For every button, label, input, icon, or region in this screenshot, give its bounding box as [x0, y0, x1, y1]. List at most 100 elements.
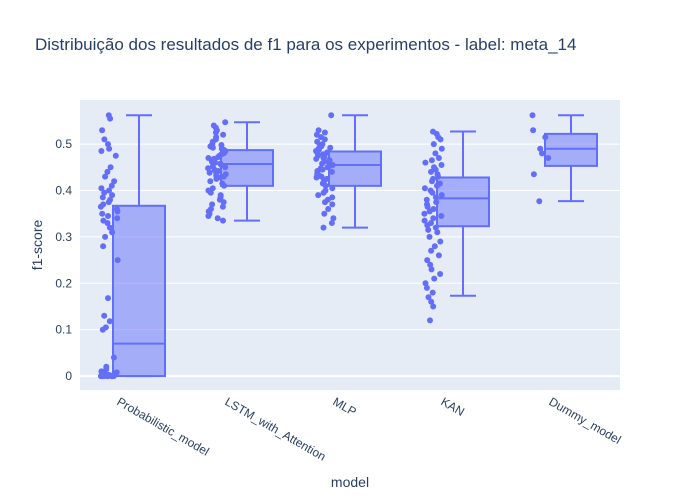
data-point — [328, 168, 335, 175]
y-axis-title: f1-score — [29, 220, 45, 271]
data-point — [438, 213, 445, 219]
data-point — [106, 187, 112, 194]
data-point — [529, 112, 536, 119]
y-tick-label: 0.4 — [55, 183, 72, 197]
data-point — [105, 213, 111, 219]
data-point — [545, 155, 552, 161]
data-point — [214, 215, 221, 222]
data-point — [530, 127, 537, 134]
data-point — [319, 166, 326, 173]
data-point — [433, 199, 440, 206]
data-point — [427, 317, 433, 324]
data-point — [424, 222, 431, 229]
data-point — [108, 373, 115, 380]
data-point — [430, 303, 437, 310]
data-point — [108, 182, 115, 189]
data-point — [432, 224, 439, 231]
data-point — [99, 210, 106, 217]
data-point — [105, 199, 112, 206]
data-point — [114, 215, 121, 222]
y-tick-label: 0.2 — [55, 276, 72, 290]
data-point — [107, 164, 114, 171]
x-tick-label: LSTM_with_Attention — [223, 394, 329, 463]
data-point — [212, 129, 219, 136]
data-point — [320, 224, 327, 231]
data-point — [530, 171, 537, 178]
box-iqr — [328, 150, 382, 187]
data-point — [428, 298, 435, 305]
data-point — [435, 252, 442, 259]
data-point — [432, 150, 439, 157]
data-point — [432, 166, 439, 173]
y-gridlines — [80, 143, 620, 378]
data-point — [438, 192, 445, 199]
data-point — [427, 261, 434, 268]
data-point — [426, 208, 433, 215]
data-point — [111, 178, 118, 185]
data-point — [220, 131, 227, 138]
data-point — [437, 136, 444, 143]
x-tick-label: Probabilistic_model — [115, 394, 212, 458]
data-point — [325, 206, 332, 212]
data-point — [106, 145, 113, 152]
data-point — [322, 199, 328, 206]
data-point — [100, 243, 107, 250]
data-point — [537, 145, 544, 152]
data-point — [542, 134, 549, 141]
data-point — [319, 160, 326, 167]
data-point — [421, 210, 428, 217]
data-point — [422, 280, 429, 287]
data-point — [428, 266, 435, 273]
data-point — [207, 178, 214, 185]
data-point — [98, 148, 105, 154]
box-iqr — [220, 149, 274, 187]
data-point — [428, 157, 435, 164]
data-point — [329, 201, 336, 208]
data-point — [438, 162, 445, 168]
data-point — [114, 208, 121, 215]
data-point — [102, 233, 109, 240]
data-point — [313, 155, 320, 162]
data-point — [207, 189, 214, 196]
data-point — [97, 373, 104, 380]
data-point — [327, 144, 334, 151]
data-point — [438, 145, 445, 152]
data-point — [109, 229, 116, 236]
data-point — [425, 294, 432, 301]
data-point — [209, 144, 216, 151]
y-tick-label: 0 — [65, 369, 72, 383]
box-LSTM_with_Attention — [205, 119, 274, 224]
data-point — [220, 199, 227, 206]
data-point — [106, 224, 113, 231]
data-point — [97, 203, 104, 210]
data-point — [101, 312, 108, 319]
data-point — [437, 271, 444, 277]
data-point — [437, 238, 444, 245]
box-KAN — [421, 128, 490, 324]
data-point — [428, 247, 435, 254]
data-point — [423, 196, 430, 203]
data-point — [321, 136, 328, 143]
data-point — [328, 112, 335, 119]
data-point — [421, 217, 428, 224]
plot-area — [80, 100, 620, 390]
data-point — [430, 215, 437, 222]
data-point — [430, 141, 437, 148]
data-point — [206, 169, 213, 176]
boxes — [97, 112, 598, 380]
data-point — [205, 213, 212, 219]
data-point — [422, 159, 429, 166]
data-point — [98, 185, 105, 192]
box-Probabilistic_model — [97, 112, 166, 380]
data-point — [220, 173, 227, 180]
data-point — [101, 189, 108, 196]
data-point — [209, 201, 216, 208]
data-point — [102, 173, 109, 180]
x-tick-label: KAN — [439, 394, 467, 418]
data-point — [424, 203, 431, 210]
data-point — [330, 215, 337, 222]
data-point — [536, 198, 543, 205]
data-point — [99, 127, 106, 134]
data-point — [222, 119, 229, 126]
data-point — [315, 127, 322, 134]
